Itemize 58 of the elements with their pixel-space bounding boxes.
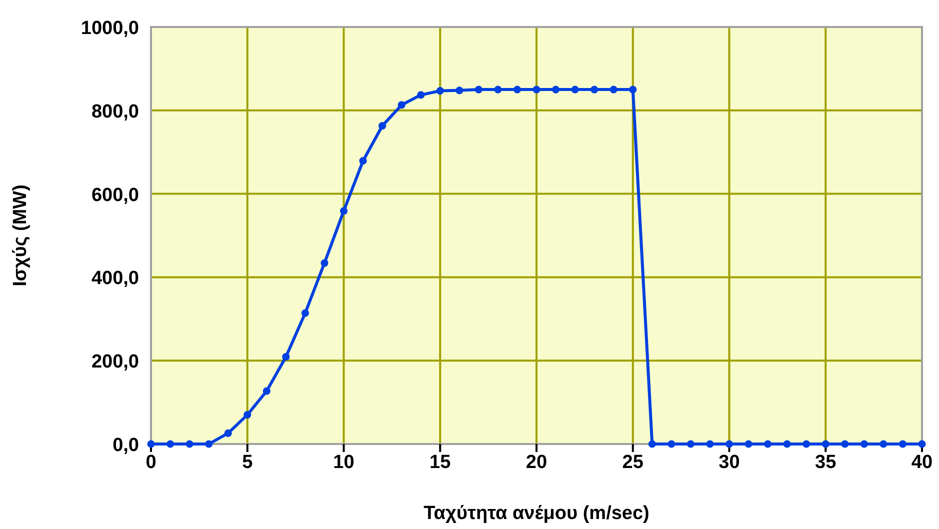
point xyxy=(494,86,502,94)
point xyxy=(686,440,694,448)
y-axis-title: Ισχύς (MW) xyxy=(10,184,31,286)
x-axis-title: Ταχύτητα ανέμου (m/sec) xyxy=(424,503,650,524)
point xyxy=(706,440,714,448)
point xyxy=(166,440,174,448)
point xyxy=(571,86,579,94)
y-tick-label: 800,0 xyxy=(91,101,139,122)
point xyxy=(513,86,522,94)
point xyxy=(398,101,406,109)
point xyxy=(590,86,598,94)
point xyxy=(359,157,367,165)
x-tick-label: 35 xyxy=(815,452,837,473)
point xyxy=(764,440,772,448)
point xyxy=(860,440,868,448)
point xyxy=(668,440,676,448)
point xyxy=(918,440,926,448)
point xyxy=(552,86,560,94)
point xyxy=(147,440,155,448)
point xyxy=(880,440,888,448)
point xyxy=(262,387,270,395)
x-tick-label: 30 xyxy=(718,452,740,473)
point xyxy=(841,440,849,448)
point xyxy=(474,86,482,94)
point xyxy=(610,86,618,94)
y-tick-label: 1000,0 xyxy=(80,18,139,39)
y-tick-label: 0,0 xyxy=(112,435,139,456)
point xyxy=(282,353,290,361)
point xyxy=(744,440,752,448)
point xyxy=(186,440,194,448)
point xyxy=(205,440,213,448)
point xyxy=(456,86,464,94)
x-tick-label: 20 xyxy=(526,452,548,473)
point xyxy=(244,411,252,419)
point xyxy=(340,207,348,215)
point xyxy=(436,87,444,95)
y-tick-label: 600,0 xyxy=(91,184,139,206)
y-tick-label: 200,0 xyxy=(91,352,139,373)
point xyxy=(378,122,386,130)
x-tick-label: 10 xyxy=(333,452,354,473)
point xyxy=(783,440,791,448)
x-tick-label: 25 xyxy=(622,452,644,473)
point xyxy=(802,440,810,448)
point xyxy=(898,440,907,448)
x-tick-label: 5 xyxy=(242,452,254,473)
point xyxy=(532,86,540,94)
point xyxy=(822,440,830,448)
x-tick-label: 15 xyxy=(430,452,452,473)
point xyxy=(725,440,734,448)
point xyxy=(629,86,637,94)
x-tick-label: 40 xyxy=(911,452,933,473)
point xyxy=(301,309,309,317)
point xyxy=(224,429,232,437)
y-tick-label: 400,0 xyxy=(91,268,139,290)
point xyxy=(648,440,656,448)
point xyxy=(320,259,328,267)
point xyxy=(417,91,425,99)
x-tick-label: 0 xyxy=(146,452,156,473)
